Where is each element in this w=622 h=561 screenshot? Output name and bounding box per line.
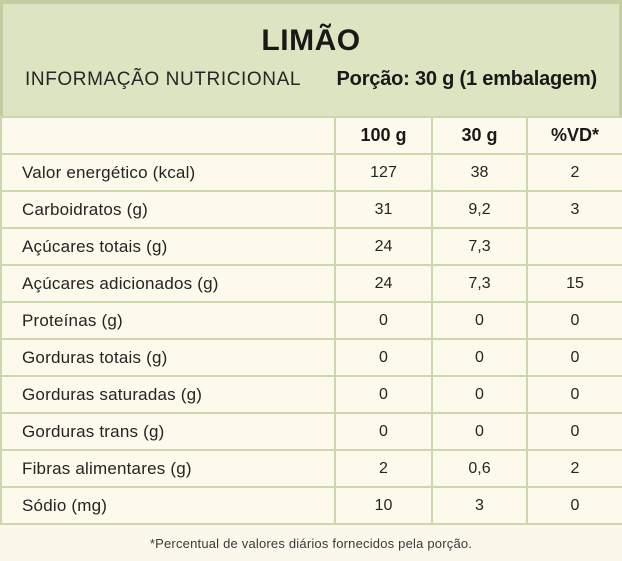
- portion-info: Porção: 30 g (1 embalagem): [336, 68, 598, 90]
- value-30g: 7,3: [431, 227, 528, 266]
- nutrient-label: Proteínas (g): [0, 301, 336, 340]
- column-header-empty: [0, 116, 336, 155]
- nutrient-label: Valor energético (kcal): [0, 153, 336, 192]
- nutrient-label: Gorduras trans (g): [0, 412, 336, 451]
- product-title: LIMÃO: [261, 24, 361, 57]
- value-vd: 3: [526, 190, 622, 229]
- value-vd: 0: [526, 486, 622, 525]
- value-vd: [526, 227, 622, 266]
- value-30g: 0,6: [431, 449, 528, 488]
- daily-values-footnote: *Percentual de valores diários fornecido…: [149, 535, 473, 551]
- value-100g: 24: [334, 264, 433, 303]
- table-row-added-sugars: Açúcares adicionados (g) 24 7,3 15: [0, 264, 622, 303]
- label-header: LIMÃO INFORMAÇÃO NUTRICIONAL Porção: 30 …: [0, 0, 622, 116]
- value-30g: 3: [431, 486, 528, 525]
- nutrient-label: Carboidratos (g): [0, 190, 336, 229]
- column-header-30g: 30 g: [431, 116, 528, 155]
- value-100g: 2: [334, 449, 433, 488]
- table-row-carbs: Carboidratos (g) 31 9,2 3: [0, 190, 622, 229]
- table-row-fiber: Fibras alimentares (g) 2 0,6 2: [0, 449, 622, 488]
- value-30g: 0: [431, 375, 528, 414]
- value-100g: 0: [334, 338, 433, 377]
- table-row-sodium: Sódio (mg) 10 3 0: [0, 486, 622, 525]
- value-30g: 9,2: [431, 190, 528, 229]
- value-100g: 0: [334, 375, 433, 414]
- value-100g: 0: [334, 412, 433, 451]
- value-vd: 0: [526, 375, 622, 414]
- value-vd: 2: [526, 449, 622, 488]
- label-footer: *Percentual de valores diários fornecido…: [0, 525, 622, 561]
- nutrient-label: Sódio (mg): [0, 486, 336, 525]
- table-row-protein: Proteínas (g) 0 0 0: [0, 301, 622, 340]
- value-100g: 10: [334, 486, 433, 525]
- value-100g: 127: [334, 153, 433, 192]
- nutrient-label: Gorduras totais (g): [0, 338, 336, 377]
- nutrition-info-heading: INFORMAÇÃO NUTRICIONAL: [25, 69, 302, 90]
- value-30g: 38: [431, 153, 528, 192]
- column-header-vd: %VD*: [526, 116, 622, 155]
- table-row-total-sugars: Açúcares totais (g) 24 7,3: [0, 227, 622, 266]
- value-vd: 15: [526, 264, 622, 303]
- value-30g: 0: [431, 301, 528, 340]
- value-30g: 7,3: [431, 264, 528, 303]
- table-header-row: 100 g 30 g %VD*: [0, 116, 622, 155]
- nutrient-label: Açúcares totais (g): [0, 227, 336, 266]
- value-vd: 0: [526, 301, 622, 340]
- value-vd: 0: [526, 412, 622, 451]
- nutrient-label: Fibras alimentares (g): [0, 449, 336, 488]
- value-30g: 0: [431, 412, 528, 451]
- value-100g: 31: [334, 190, 433, 229]
- value-vd: 2: [526, 153, 622, 192]
- table-row-energy: Valor energético (kcal) 127 38 2: [0, 153, 622, 192]
- value-100g: 0: [334, 301, 433, 340]
- column-header-100g: 100 g: [334, 116, 433, 155]
- table-row-total-fat: Gorduras totais (g) 0 0 0: [0, 338, 622, 377]
- nutrition-table: 100 g 30 g %VD* Valor energético (kcal) …: [0, 116, 622, 525]
- header-subtitle-row: INFORMAÇÃO NUTRICIONAL Porção: 30 g (1 e…: [3, 68, 619, 91]
- value-vd: 0: [526, 338, 622, 377]
- table-row-saturated-fat: Gorduras saturadas (g) 0 0 0: [0, 375, 622, 414]
- nutrient-label: Açúcares adicionados (g): [0, 264, 336, 303]
- nutrient-label: Gorduras saturadas (g): [0, 375, 336, 414]
- table-row-trans-fat: Gorduras trans (g) 0 0 0: [0, 412, 622, 451]
- value-100g: 24: [334, 227, 433, 266]
- value-30g: 0: [431, 338, 528, 377]
